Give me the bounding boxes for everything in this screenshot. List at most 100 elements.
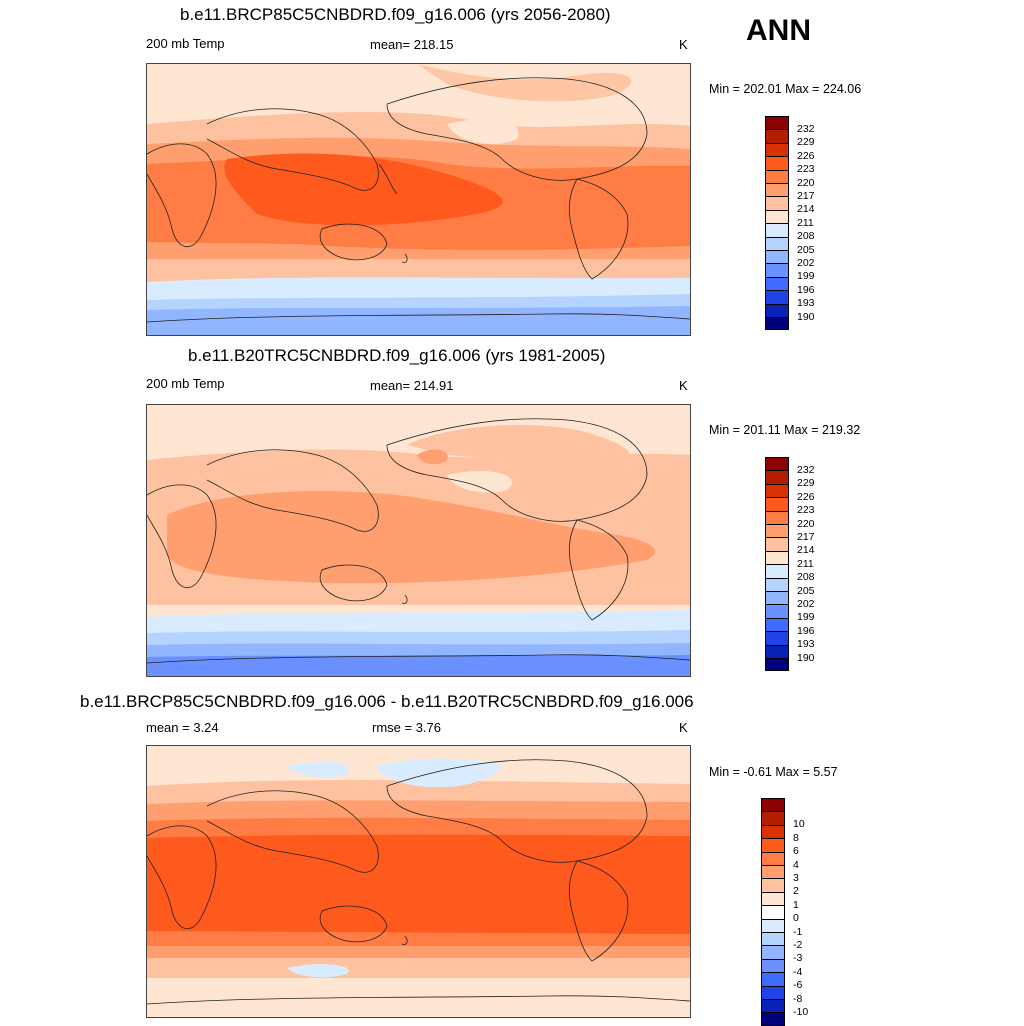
panel-2-minmax: Min = 201.11 Max = 219.32: [709, 423, 861, 437]
colorbar-tick-label: 217: [797, 189, 815, 202]
colorbar-box: [765, 209, 789, 224]
colorbar-tick-label: 223: [797, 504, 815, 517]
colorbar-tick-label: -2: [793, 938, 803, 951]
colorbar-tick-label: 205: [797, 584, 815, 597]
colorbar-box: [765, 524, 789, 538]
colorbar-tick-label: 217: [797, 530, 815, 543]
colorbar-tick-label: 214: [797, 544, 815, 557]
colorbar-tick-label: 10: [793, 818, 805, 831]
panel-1-minmax: Min = 202.01 Max = 224.06: [709, 82, 862, 96]
colorbar-tick-label: 2: [793, 885, 799, 898]
colorbar-box: [761, 905, 785, 919]
colorbar-tick-label: 193: [797, 297, 815, 310]
colorbar-box: [765, 470, 789, 484]
colorbar-tick-label: 6: [793, 845, 799, 858]
colorbar-box: [765, 236, 789, 250]
colorbar-box: [765, 196, 789, 210]
colorbar-tick-label: 229: [797, 477, 815, 490]
panel-2-mean-label: mean= 214.91: [370, 378, 454, 393]
colorbar-tick-label: 202: [797, 256, 815, 269]
colorbar-tick-label: 190: [797, 651, 815, 664]
colorbar-tick-label: -6: [793, 979, 803, 992]
panel-3-units: K: [679, 720, 688, 735]
colorbar-box: [765, 577, 789, 591]
colorbar-box: [765, 497, 789, 511]
colorbar-tick-label: -8: [793, 992, 803, 1005]
colorbar-box: [761, 851, 785, 865]
colorbar-box: [765, 250, 789, 264]
colorbar-tick-label: 211: [797, 216, 814, 229]
colorbar-tick-label: 1: [793, 898, 799, 911]
panel-3-title: b.e11.BRCP85C5CNBDRD.f09_g16.006 - b.e11…: [80, 692, 694, 711]
colorbar-box: [765, 510, 789, 524]
colorbar-box: [761, 891, 785, 906]
colorbar-tick-label: 199: [797, 611, 815, 624]
colorbar-tick-label: 205: [797, 243, 815, 256]
colorbar-box: [765, 263, 789, 277]
colorbar-tick-label: -1: [793, 925, 803, 938]
panel-1-mean-label: mean= 218.15: [370, 37, 454, 52]
colorbar-box: [761, 999, 785, 1013]
colorbar-tick-label: 232: [797, 463, 815, 476]
panel-1-variable-label: 200 mb Temp: [146, 36, 225, 51]
colorbar-tick-label: 193: [797, 638, 815, 651]
panel-3-mean-label: mean = 3.24: [146, 720, 219, 735]
colorbar-box: [765, 483, 789, 498]
panel-3-map: [146, 745, 691, 1018]
panel-2-units: K: [679, 378, 688, 393]
colorbar-box: [761, 838, 785, 852]
colorbar-box: [761, 811, 785, 825]
colorbar-box: [765, 631, 789, 645]
colorbar-tick-label: 196: [797, 283, 815, 296]
colorbar-box: [765, 156, 789, 170]
colorbar-tick-label: -10: [793, 1005, 809, 1018]
colorbar-box: [761, 972, 785, 986]
colorbar-box: [765, 644, 789, 658]
colorbar-box: [761, 958, 785, 973]
colorbar-tick-label: 3: [793, 871, 799, 884]
colorbar-box: [765, 604, 789, 618]
colorbar-tick-label: 190: [797, 310, 815, 323]
panel-1-map: [146, 63, 691, 336]
colorbar-box: [765, 183, 789, 197]
colorbar-box: [761, 878, 785, 892]
colorbar-box: [765, 537, 789, 551]
colorbar-tick-label: 220: [797, 176, 815, 189]
colorbar-box: [765, 550, 789, 565]
colorbar-box: [765, 457, 789, 471]
panel-2-title: b.e11.B20TRC5CNBDRD.f09_g16.006 (yrs 198…: [188, 346, 606, 365]
season-label: ANN: [746, 14, 811, 47]
colorbar-tick-label: 226: [797, 149, 815, 162]
colorbar-tick-label: 226: [797, 490, 815, 503]
panel-3-minmax: Min = -0.61 Max = 5.57: [709, 765, 838, 779]
colorbar-tick-label: 208: [797, 571, 815, 584]
colorbar-box: [761, 932, 785, 946]
colorbar-tick-label: 196: [797, 624, 815, 637]
colorbar-tick-label: 220: [797, 517, 815, 530]
colorbar-box: [765, 223, 789, 237]
colorbar-box: [765, 591, 789, 605]
colorbar-tick-label: 4: [793, 858, 799, 871]
colorbar-tick-label: -4: [793, 965, 803, 978]
colorbar-box: [761, 824, 785, 839]
colorbar-box: [765, 303, 789, 317]
colorbar-box: [761, 865, 785, 879]
colorbar-box: [765, 290, 789, 304]
panel-3-rmse-label: rmse = 3.76: [372, 720, 442, 735]
colorbar-tick-label: 199: [797, 270, 815, 283]
colorbar-box: [765, 169, 789, 183]
colorbar-box: [765, 129, 789, 143]
panel-2-map: [146, 404, 691, 677]
colorbar-box: [765, 116, 789, 130]
colorbar-box: [761, 798, 785, 812]
colorbar-box: [761, 945, 785, 959]
colorbar-tick-label: -3: [793, 952, 803, 965]
colorbar-box: [761, 918, 785, 932]
colorbar-tick-label: 0: [793, 912, 799, 925]
colorbar-box: [765, 564, 789, 578]
colorbar-tick-label: 208: [797, 230, 815, 243]
colorbar-tick-label: 211: [797, 557, 814, 570]
colorbar-tick-label: 214: [797, 203, 815, 216]
panel-1-units: K: [679, 37, 688, 52]
colorbar-box: [765, 317, 789, 331]
